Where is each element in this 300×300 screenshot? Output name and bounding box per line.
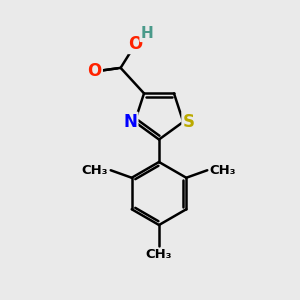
Text: CH₃: CH₃ — [210, 164, 236, 177]
Text: O: O — [128, 35, 143, 53]
Text: H: H — [141, 26, 153, 41]
Text: N: N — [123, 113, 137, 131]
Text: O: O — [87, 62, 102, 80]
Text: CH₃: CH₃ — [82, 164, 108, 177]
Text: CH₃: CH₃ — [146, 248, 172, 261]
Text: S: S — [183, 113, 195, 131]
